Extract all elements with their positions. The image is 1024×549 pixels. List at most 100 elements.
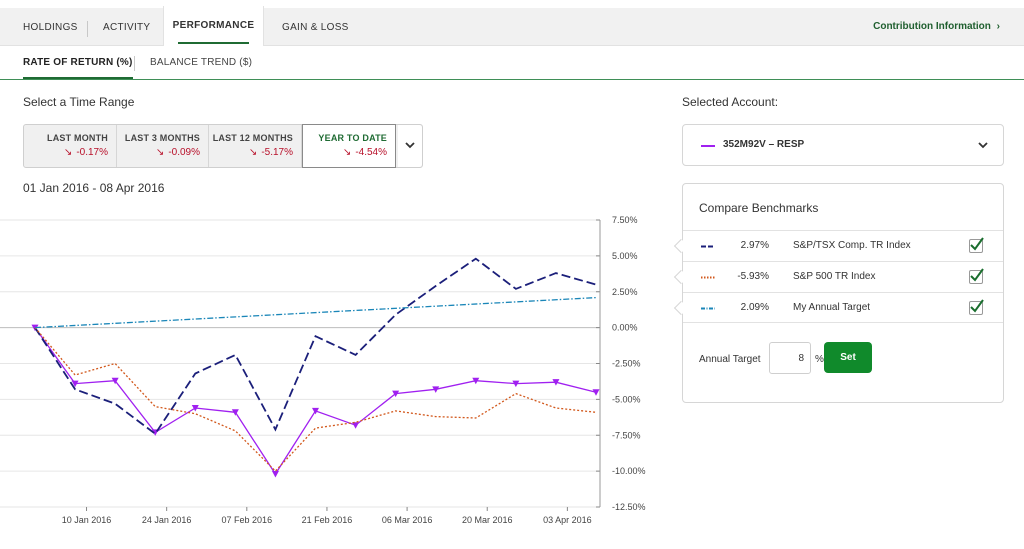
data-point	[271, 470, 279, 478]
contribution-information-link[interactable]: Contribution Information ›	[873, 8, 1000, 46]
series-swatch	[701, 307, 715, 310]
top-tab-bar: HOLDINGS ACTIVITY PERFORMANCE GAIN & LOS…	[0, 6, 1024, 46]
benchmark-name: S&P/TSX Comp. TR Index	[793, 240, 911, 251]
benchmark-checkbox[interactable]	[969, 237, 984, 253]
chevron-right-icon: ›	[996, 21, 1000, 32]
data-point	[472, 377, 480, 385]
x-tick-label: 20 Mar 2016	[462, 515, 513, 525]
benchmark-name: My Annual Target	[793, 302, 871, 313]
data-point	[352, 422, 360, 429]
series-line	[34, 296, 597, 329]
account-selector[interactable]: 352M92V – RESP	[682, 124, 1004, 166]
data-point	[71, 380, 79, 388]
tab-activity[interactable]: ACTIVITY	[103, 22, 151, 33]
range-year-to-date[interactable]: YEAR TO DATE ↘ -4.54%	[302, 124, 396, 168]
data-point	[592, 389, 600, 396]
range-value: -5.17%	[261, 147, 293, 158]
time-range-selector: LAST MONTH ↘ -0.17% LAST 3 MONTHS ↘ -0.09%…	[23, 124, 423, 168]
range-label: LAST 12 MONTHS	[212, 133, 293, 143]
data-point	[191, 404, 199, 412]
range-value: -0.09%	[168, 147, 200, 158]
benchmark-name: S&P 500 TR Index	[793, 271, 876, 282]
series-line	[34, 327, 597, 473]
active-subtab-indicator	[23, 77, 133, 79]
benchmark-row: 2.09% My Annual Target	[673, 292, 1003, 323]
data-point	[392, 390, 400, 398]
annual-target-input[interactable]	[769, 342, 811, 374]
chevron-down-icon	[405, 142, 415, 149]
chevron-down-icon	[978, 142, 988, 149]
sub-tab-bar: RATE OF RETURN (%) BALANCE TREND ($)	[0, 46, 1024, 80]
benchmark-checkbox[interactable]	[969, 268, 984, 284]
y-tick-label: -7.50%	[612, 430, 641, 440]
y-tick-label: 2.50%	[612, 287, 638, 297]
active-tab-indicator	[178, 42, 249, 44]
compare-benchmarks-title: Compare Benchmarks	[699, 201, 819, 215]
data-point	[312, 407, 319, 415]
tab-performance[interactable]: PERFORMANCE	[163, 6, 264, 46]
series-swatch	[701, 276, 715, 279]
x-tick-label: 07 Feb 2016	[222, 515, 273, 525]
range-value: -4.54%	[355, 147, 387, 158]
selected-account-label: Selected Account:	[682, 95, 779, 109]
range-label: LAST 3 MONTHS	[124, 133, 200, 143]
series-line	[34, 257, 597, 436]
benchmark-row: -5.93% S&P 500 TR Index	[673, 261, 1003, 292]
arrow-down-right-icon: ↘	[342, 147, 352, 158]
y-tick-label: 5.00%	[612, 251, 638, 261]
benchmark-row: 2.97% S&P/TSX Comp. TR Index	[673, 230, 1003, 261]
range-last-12-months[interactable]: LAST 12 MONTHS ↘ -5.17%	[209, 125, 302, 167]
benchmark-value: 2.97%	[740, 240, 769, 251]
data-point	[111, 377, 119, 385]
subtab-rate-of-return[interactable]: RATE OF RETURN (%)	[23, 46, 133, 79]
y-tick-label: -2.50%	[612, 359, 641, 369]
account-name: 352M92V – RESP	[723, 139, 805, 150]
tab-divider	[87, 21, 88, 37]
compare-benchmarks-panel: Compare Benchmarks 2.97% S&P/TSX Comp. T…	[673, 183, 1004, 403]
contribution-information-label: Contribution Information	[873, 21, 991, 32]
subtab-balance-trend[interactable]: BALANCE TREND ($)	[150, 57, 253, 68]
data-point	[552, 379, 560, 386]
checkmark-icon	[970, 268, 984, 282]
y-tick-label: -5.00%	[612, 394, 641, 404]
benchmark-value: 2.09%	[740, 302, 769, 313]
account-line-swatch	[701, 145, 715, 147]
x-tick-label: 03 Apr 2016	[543, 515, 592, 525]
range-label: YEAR TO DATE	[318, 133, 387, 143]
date-range: 01 Jan 2016 - 08 Apr 2016	[23, 181, 165, 195]
benchmark-checkbox[interactable]	[969, 299, 984, 315]
data-point	[432, 386, 440, 393]
arrow-down-right-icon: ↘	[248, 147, 258, 158]
arrow-down-right-icon: ↘	[155, 147, 165, 158]
y-tick-label: -12.50%	[612, 502, 646, 512]
tab-gain-loss[interactable]: GAIN & LOSS	[282, 22, 349, 33]
time-range-label: Select a Time Range	[23, 95, 135, 109]
subtab-divider	[134, 56, 135, 71]
tab-holdings[interactable]: HOLDINGS	[23, 22, 78, 33]
annual-target-label: Annual Target	[699, 354, 761, 365]
set-target-button[interactable]: Set	[824, 342, 872, 373]
range-last-month[interactable]: LAST MONTH ↘ -0.17%	[24, 125, 117, 167]
series-line	[34, 327, 597, 476]
data-point	[231, 409, 239, 416]
x-tick-label: 21 Feb 2016	[302, 515, 353, 525]
percent-sign: %	[815, 354, 824, 365]
series-swatch	[701, 245, 715, 248]
checkmark-icon	[970, 299, 984, 313]
range-value: -0.17%	[76, 147, 108, 158]
arrow-down-right-icon: ↘	[63, 147, 73, 158]
rate-of-return-chart: 7.50% 5.00% 2.50% 0.00% -2.50% -5.00% -7.50% -1…	[0, 215, 646, 525]
tab-performance-label: PERFORMANCE	[172, 20, 255, 31]
y-tick-label: -10.00%	[612, 466, 646, 476]
range-expand-button[interactable]	[398, 125, 422, 167]
y-tick-label: 7.50%	[612, 215, 638, 225]
range-last-3-months[interactable]: LAST 3 MONTHS ↘ -0.09%	[117, 125, 209, 167]
subtab-rate-of-return-label: RATE OF RETURN (%)	[23, 57, 133, 68]
range-label: LAST MONTH	[47, 133, 108, 143]
checkmark-icon	[970, 237, 984, 251]
x-tick-label: 24 Jan 2016	[142, 515, 192, 525]
y-tick-label: 0.00%	[612, 323, 638, 333]
data-point	[512, 380, 520, 388]
benchmark-value: -5.93%	[737, 271, 769, 282]
x-tick-label: 10 Jan 2016	[62, 515, 112, 525]
